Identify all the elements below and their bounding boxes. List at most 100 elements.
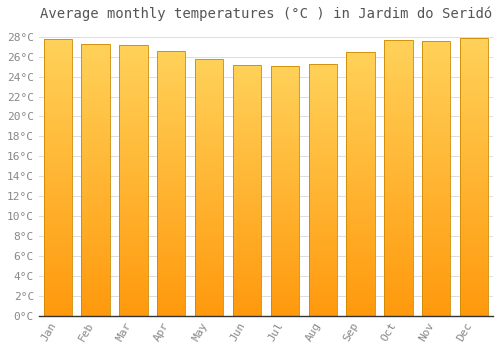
Bar <box>422 197 450 199</box>
Bar <box>119 243 148 244</box>
Bar <box>82 78 110 79</box>
Bar <box>460 120 488 121</box>
Bar <box>44 176 72 177</box>
Bar <box>384 131 412 132</box>
Bar <box>233 131 261 132</box>
Bar <box>233 194 261 195</box>
Bar <box>44 266 72 267</box>
Bar <box>233 226 261 228</box>
Bar <box>270 68 299 69</box>
Bar <box>346 314 375 316</box>
Bar <box>82 167 110 169</box>
Bar <box>460 99 488 100</box>
Bar <box>233 218 261 219</box>
Bar <box>195 106 224 107</box>
Bar <box>270 119 299 121</box>
Bar <box>346 131 375 132</box>
Bar <box>384 187 412 189</box>
Bar <box>82 231 110 233</box>
Bar <box>195 101 224 102</box>
Bar <box>422 196 450 197</box>
Bar <box>233 269 261 271</box>
Bar <box>119 152 148 153</box>
Bar <box>44 287 72 288</box>
Bar <box>460 195 488 196</box>
Bar <box>384 51 412 52</box>
Bar <box>195 203 224 204</box>
Bar <box>195 87 224 88</box>
Bar <box>233 244 261 245</box>
Bar <box>195 128 224 130</box>
Bar <box>233 288 261 289</box>
Bar <box>270 220 299 222</box>
Bar <box>422 113 450 115</box>
Bar <box>384 240 412 241</box>
Bar <box>44 312 72 313</box>
Bar <box>44 129 72 130</box>
Bar <box>384 312 412 313</box>
Bar <box>44 224 72 226</box>
Bar <box>119 159 148 160</box>
Bar <box>195 187 224 188</box>
Bar <box>346 209 375 210</box>
Bar <box>308 128 337 129</box>
Bar <box>308 152 337 153</box>
Bar <box>82 173 110 174</box>
Bar <box>460 49 488 50</box>
Bar <box>460 53 488 54</box>
Bar <box>422 149 450 151</box>
Bar <box>460 133 488 135</box>
Bar <box>157 56 186 57</box>
Bar <box>195 260 224 262</box>
Bar <box>119 83 148 84</box>
Bar <box>233 116 261 117</box>
Bar <box>119 125 148 126</box>
Bar <box>346 222 375 223</box>
Bar <box>308 285 337 287</box>
Bar <box>119 294 148 295</box>
Bar <box>422 79 450 81</box>
Bar <box>82 264 110 265</box>
Bar <box>44 145 72 147</box>
Bar <box>384 142 412 143</box>
Bar <box>195 287 224 289</box>
Bar <box>82 253 110 254</box>
Bar <box>119 65 148 66</box>
Bar <box>44 302 72 303</box>
Bar <box>44 231 72 233</box>
Bar <box>346 128 375 130</box>
Bar <box>384 237 412 238</box>
Bar <box>422 281 450 283</box>
Bar <box>384 161 412 162</box>
Bar <box>44 60 72 61</box>
Bar <box>384 215 412 216</box>
Bar <box>308 274 337 275</box>
Bar <box>270 186 299 187</box>
Bar <box>119 260 148 261</box>
Bar <box>270 100 299 102</box>
Bar <box>270 299 299 301</box>
Bar <box>270 204 299 206</box>
Bar <box>157 85 186 86</box>
Bar <box>195 280 224 281</box>
Bar <box>195 117 224 118</box>
Bar <box>82 223 110 225</box>
Bar <box>422 103 450 104</box>
Bar <box>157 186 186 187</box>
Bar <box>195 186 224 187</box>
Bar <box>422 177 450 178</box>
Bar <box>270 248 299 250</box>
Bar <box>346 265 375 267</box>
Bar <box>270 209 299 211</box>
Bar <box>346 238 375 239</box>
Bar <box>119 267 148 268</box>
Bar <box>82 106 110 107</box>
Bar <box>119 103 148 104</box>
Bar <box>195 75 224 77</box>
Bar <box>233 105 261 106</box>
Bar <box>460 274 488 275</box>
Bar <box>195 120 224 121</box>
Bar <box>82 281 110 283</box>
Bar <box>195 59 224 316</box>
Bar <box>119 210 148 211</box>
